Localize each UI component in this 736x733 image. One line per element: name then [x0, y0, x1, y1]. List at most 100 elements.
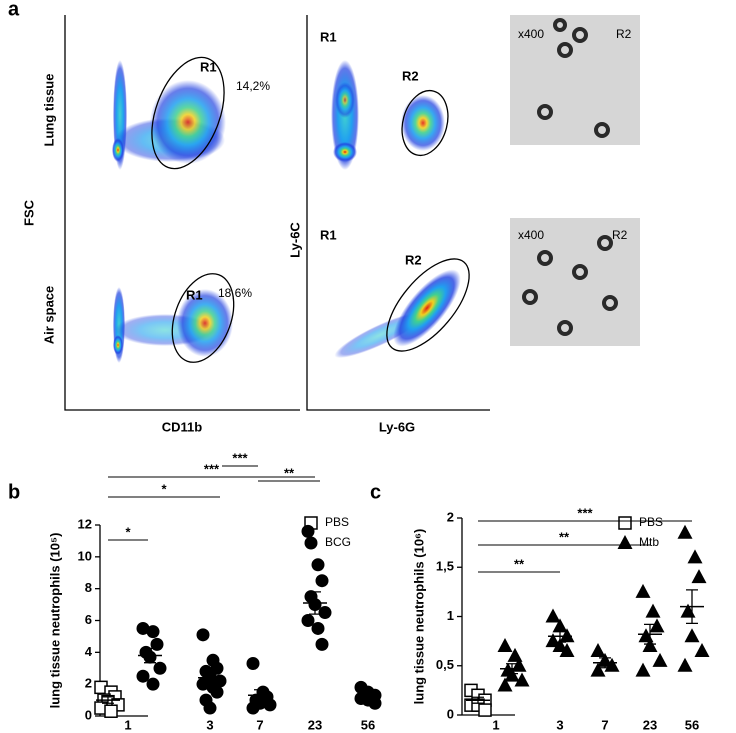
error-bar — [472, 696, 484, 704]
point — [246, 701, 260, 715]
axis-label: CD11b — [162, 419, 203, 434]
dot-chart: c lung tissue neutrophils (10⁶) 0 0,5 1 1,5 2 1… — [370, 481, 710, 732]
error-bar — [204, 670, 216, 685]
point — [203, 701, 217, 715]
point — [545, 608, 561, 623]
significance-label: * — [125, 524, 131, 539]
point — [552, 638, 568, 653]
gate-label: R2 — [402, 68, 419, 83]
magnification: x400 — [518, 228, 544, 242]
legend-marker — [617, 535, 633, 549]
error-bar — [309, 591, 321, 615]
x-tick-label: 1 — [124, 717, 131, 732]
y-tick-label: 6 — [85, 612, 92, 627]
point — [478, 703, 492, 717]
point — [559, 628, 575, 643]
point — [645, 603, 661, 618]
point — [196, 628, 210, 642]
point — [635, 583, 651, 598]
flow-plot: R1 18,6% — [113, 273, 252, 363]
x-tick-label: 56 — [685, 717, 699, 732]
flow-axes — [64, 15, 300, 411]
error-bar — [362, 692, 374, 699]
significance-label: ** — [514, 556, 525, 571]
point — [246, 656, 260, 670]
point — [590, 642, 606, 657]
point — [691, 569, 707, 584]
gate-label: R2 — [405, 252, 422, 267]
x-tick-label: 7 — [256, 717, 263, 732]
y-axis-label: lung tissue neutrophils (10⁵) — [47, 533, 62, 709]
gate-percent: 14,2% — [236, 79, 270, 93]
y-axis-label: lung tissue neutrophils (10⁶) — [411, 529, 426, 705]
legend-label: BCG — [325, 535, 351, 549]
gate-label: R1 — [200, 59, 217, 74]
error-bar — [144, 647, 156, 664]
gate-percent: 18,6% — [218, 286, 252, 300]
point — [210, 685, 224, 699]
row-label: Air space — [41, 286, 56, 345]
significance-label: * — [161, 481, 167, 496]
point — [649, 618, 665, 633]
point — [590, 662, 606, 677]
point — [677, 657, 693, 672]
y-tick-label: 2 — [447, 509, 454, 524]
significance-label: *** — [204, 461, 220, 476]
point — [642, 638, 658, 653]
point — [146, 677, 160, 691]
point — [153, 661, 167, 675]
point — [677, 524, 693, 539]
significance-label: ** — [559, 529, 570, 544]
gate-label: R1 — [320, 227, 337, 242]
point — [263, 698, 277, 712]
axis-label: Ly-6G — [379, 419, 415, 434]
point — [514, 672, 530, 687]
flow-plot: R1 R2 — [320, 227, 470, 358]
y-tick-label: 1 — [447, 608, 454, 623]
x-tick-label: 23 — [308, 717, 322, 732]
significance-label: *** — [577, 505, 593, 520]
point — [311, 621, 325, 635]
y-tick-label: 12 — [78, 516, 92, 531]
point — [368, 696, 382, 710]
point — [497, 638, 513, 653]
point — [694, 642, 710, 657]
gate-label: R1 — [186, 287, 203, 302]
point — [301, 524, 315, 538]
point — [146, 625, 160, 639]
panel-label: b — [8, 481, 20, 503]
magnification: x400 — [518, 27, 544, 41]
x-tick-label: 7 — [601, 717, 608, 732]
gate-label: R2 — [612, 228, 628, 242]
point — [311, 558, 325, 572]
micrograph: x400 R2 — [510, 218, 640, 346]
error-bar — [102, 696, 114, 704]
point — [104, 704, 118, 718]
gate-label: R1 — [320, 29, 337, 44]
point — [552, 618, 568, 633]
point — [684, 628, 700, 643]
axis-label: Ly-6C — [287, 222, 302, 258]
x-tick-label: 3 — [206, 717, 213, 732]
x-tick-label: 3 — [556, 717, 563, 732]
point — [136, 669, 150, 683]
y-tick-label: 0,5 — [436, 657, 454, 672]
error-bar — [599, 657, 611, 669]
significance-label: ** — [284, 465, 295, 480]
panel-a: a Lung tissue Air space FSC CD11b Ly-6C … — [8, 0, 640, 434]
panel-label: c — [370, 481, 381, 503]
point — [504, 667, 520, 682]
legend-marker — [304, 536, 318, 550]
legend-label: Mtb — [639, 535, 659, 549]
error-bar — [644, 623, 656, 645]
y-tick-label: 10 — [78, 548, 92, 563]
error-bar — [506, 663, 518, 675]
point — [150, 637, 164, 651]
point — [301, 614, 315, 627]
panel-label: a — [8, 0, 20, 20]
point — [559, 642, 575, 657]
x-tick-label: 56 — [361, 717, 375, 732]
point — [196, 677, 210, 691]
error-bar — [254, 689, 266, 702]
